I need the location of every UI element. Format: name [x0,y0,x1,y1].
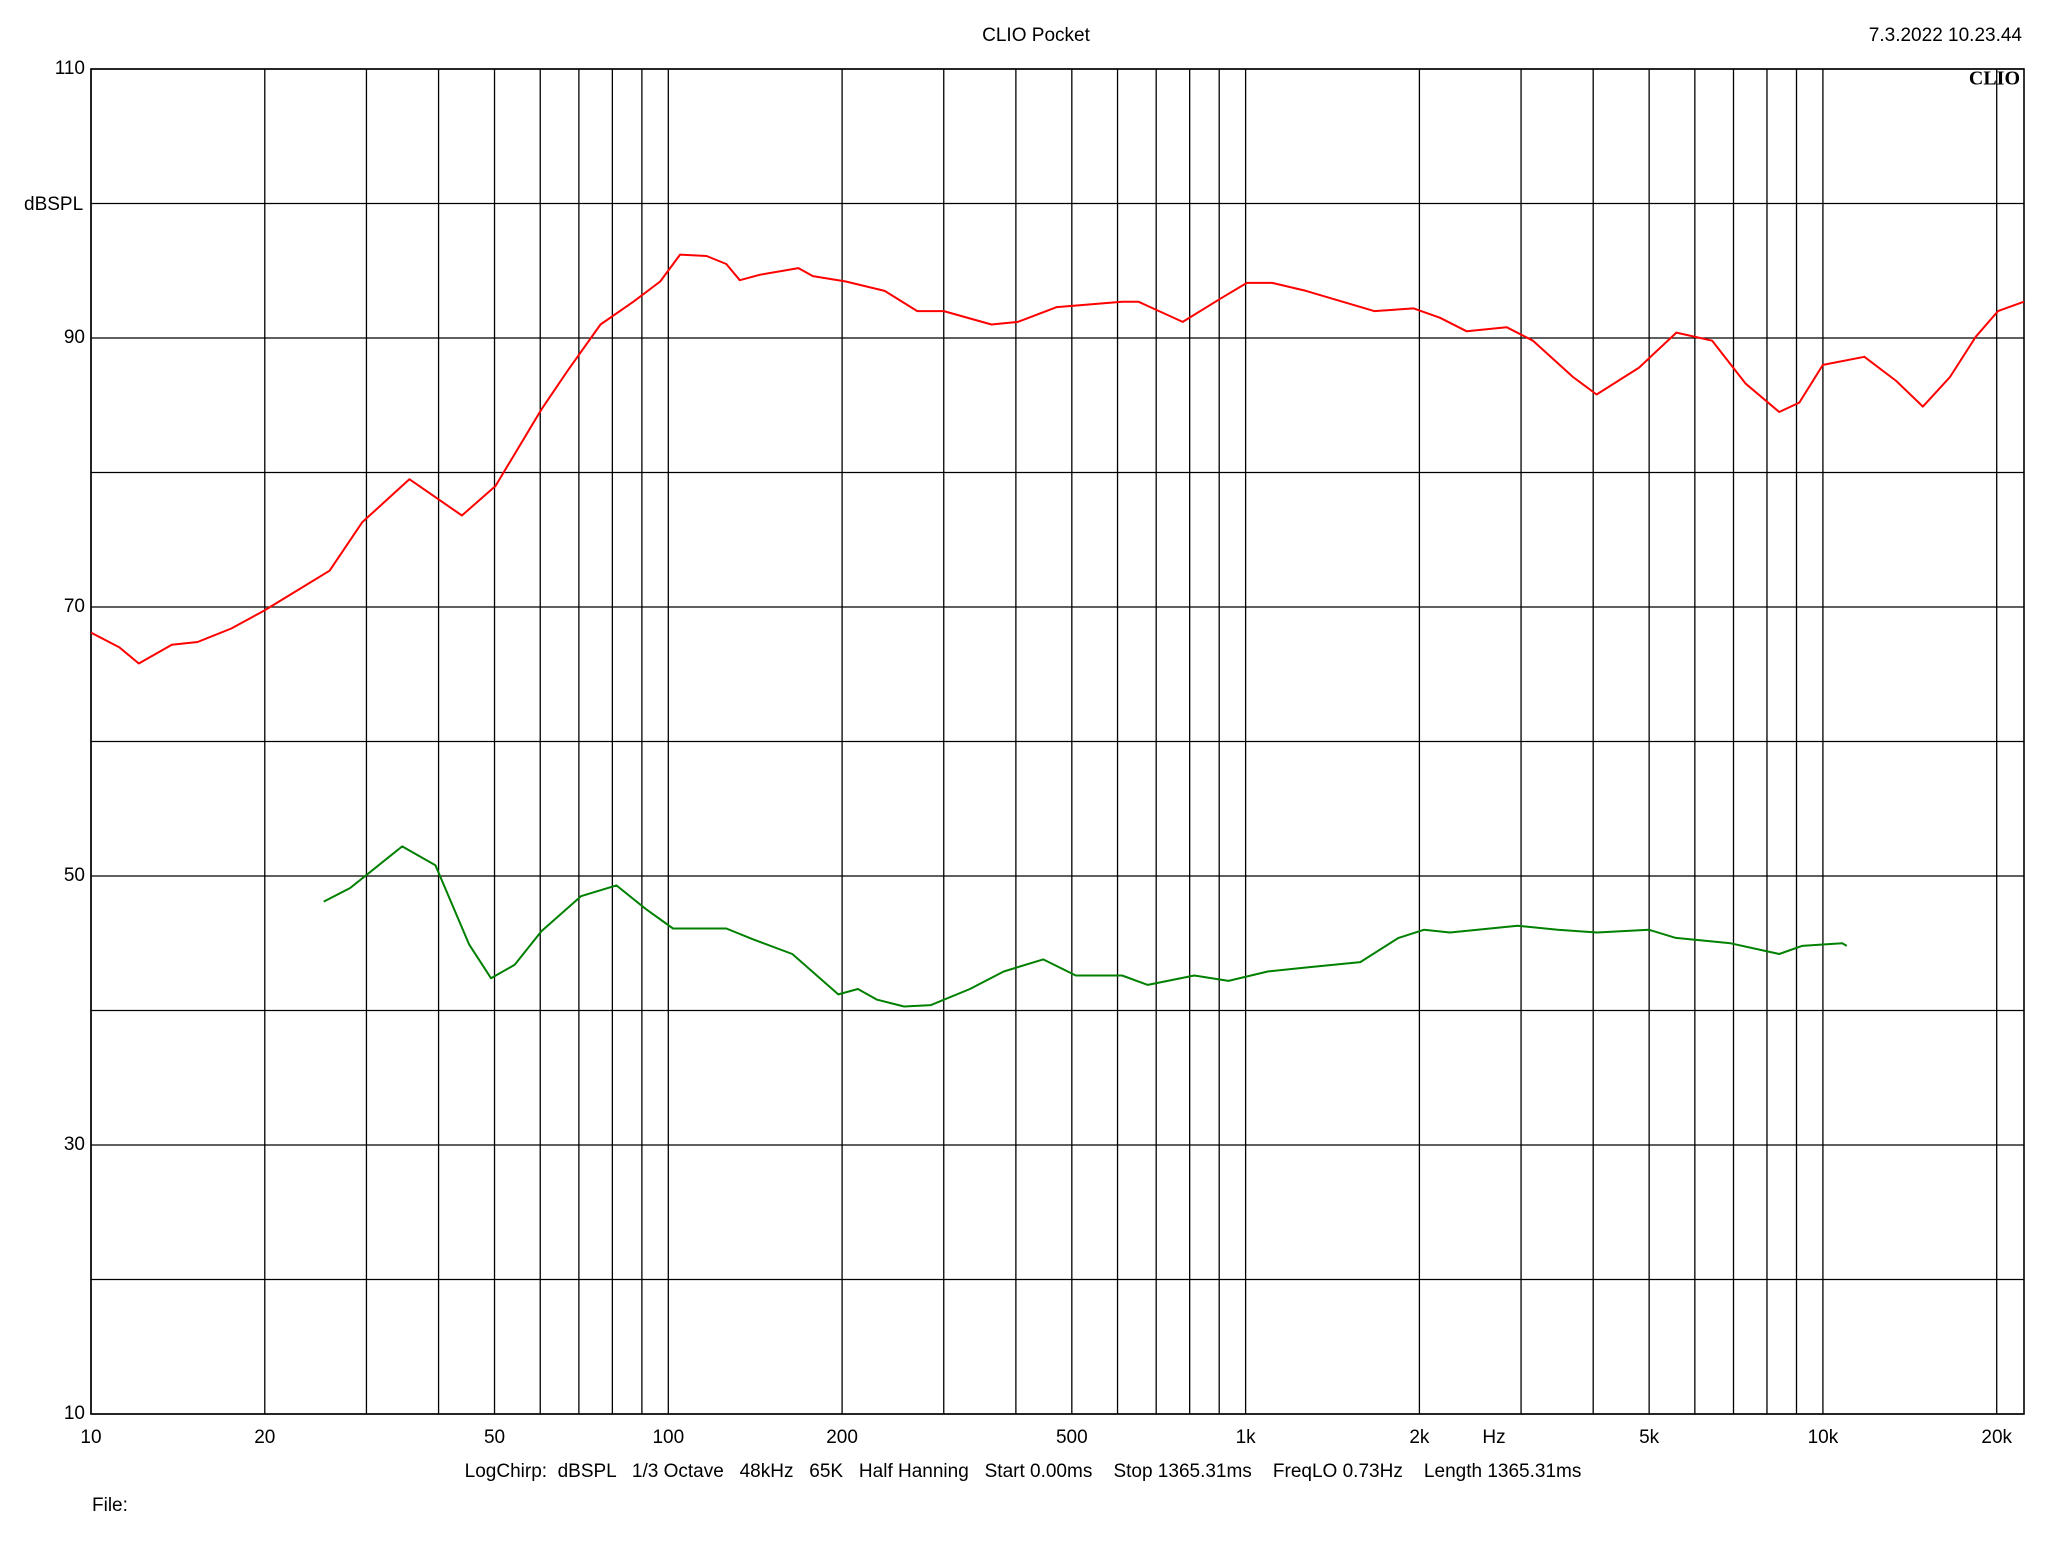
logo: CLIO [1969,68,2020,90]
x-tick-label: 1k [1236,1427,1257,1448]
x-tick-label: 10k [1808,1427,1839,1448]
timestamp: 7.3.2022 10.23.44 [1869,25,2023,46]
y-tick-label: 110 [55,58,85,79]
y-tick-label: 30 [64,1134,85,1155]
y-tick-label: 70 [64,596,85,617]
x-tick-label: 10 [80,1427,101,1448]
x-tick-label: 50 [484,1427,505,1448]
x-tick-label: 20 [254,1427,275,1448]
y-tick-label: 10 [64,1403,85,1424]
data-line [90,253,2025,665]
chart-title: CLIO Pocket [982,25,1090,46]
x-tick-label: 100 [652,1427,684,1448]
x-tick-label: 20k [1981,1427,2012,1448]
y-tick-label: 90 [64,327,85,348]
x-tick-label: 5k [1639,1427,1660,1448]
x-tick-label: 2k [1409,1427,1430,1448]
x-axis-label: Hz [1482,1427,1505,1448]
x-tick-label: 200 [826,1427,858,1448]
data-line [323,845,1848,1008]
y-axis-label: dBSPL [24,194,83,215]
file-label: File: [92,1495,128,1516]
plot-frame [90,68,2025,1415]
x-tick-label: 500 [1056,1427,1088,1448]
settings-line: LogChirp: dBSPL 1/3 Octave 48kHz 65K Hal… [465,1461,1582,1482]
y-tick-label: 50 [64,865,85,886]
